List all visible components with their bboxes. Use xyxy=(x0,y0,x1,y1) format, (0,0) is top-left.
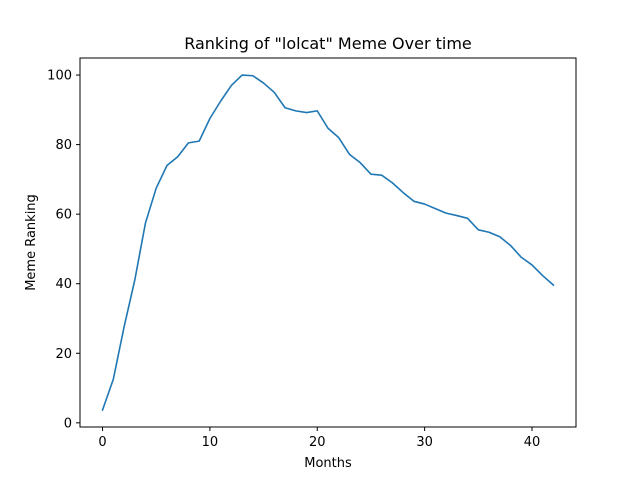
y-tick-label: 40 xyxy=(55,277,72,292)
y-tick-label: 60 xyxy=(55,208,72,223)
x-tick-label: 10 xyxy=(202,435,219,450)
y-axis-label: Meme Ranking xyxy=(24,194,39,291)
y-tick-label: 20 xyxy=(55,347,72,362)
y-tick-label: 80 xyxy=(55,138,72,153)
x-axis-label: Months xyxy=(304,456,352,471)
series-line-0 xyxy=(101,74,555,411)
plot-area xyxy=(79,57,577,428)
x-tick-label: 30 xyxy=(416,435,433,450)
y-axis: 0 20 40 60 80 100 xyxy=(47,69,80,431)
plot-frame xyxy=(79,57,577,428)
x-tick-label: 0 xyxy=(98,435,106,450)
x-tick-label: 20 xyxy=(309,435,326,450)
x-axis: 0 10 20 30 40 xyxy=(98,427,540,450)
y-tick-label: 0 xyxy=(64,416,72,431)
x-tick-label: 40 xyxy=(524,435,541,450)
chart-title: Ranking of "lolcat" Meme Over time xyxy=(184,34,472,53)
y-tick-label: 100 xyxy=(47,69,72,84)
